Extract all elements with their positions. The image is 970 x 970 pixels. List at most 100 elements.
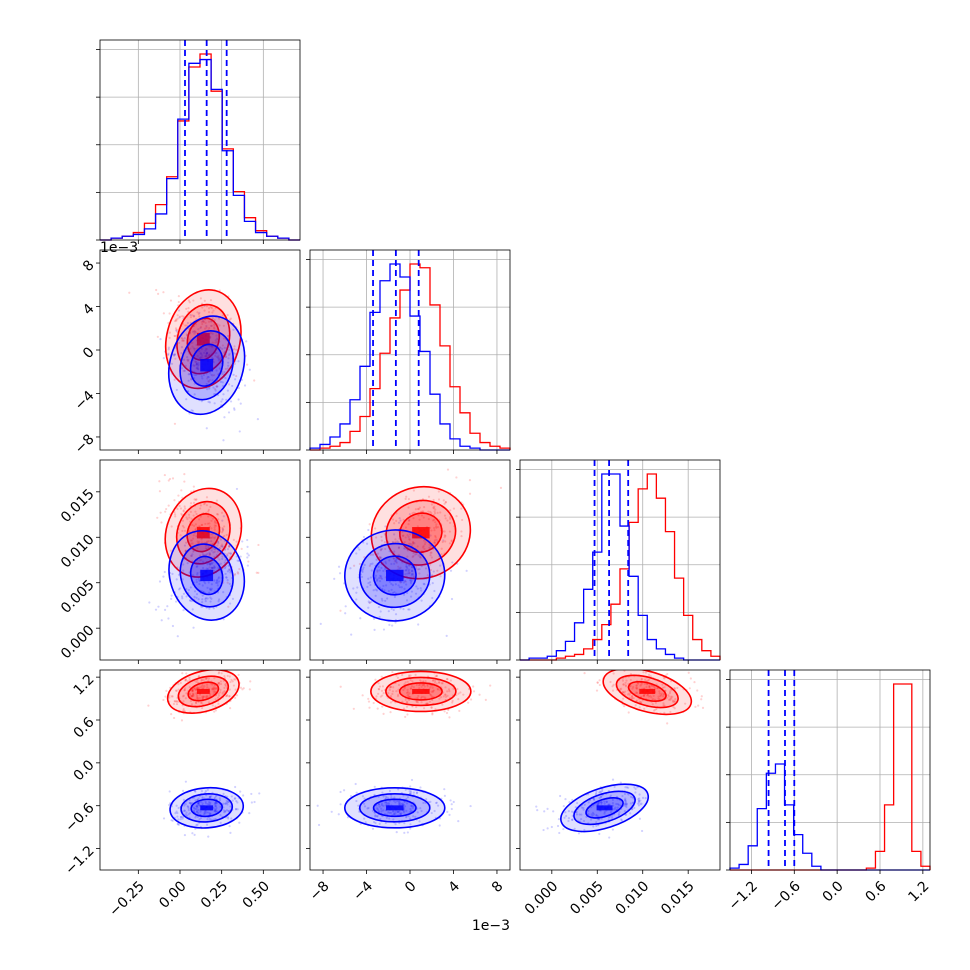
- scatter-point: [200, 679, 203, 682]
- scatter-point: [177, 688, 180, 691]
- scatter-point: [642, 694, 645, 697]
- scatter-point: [217, 682, 221, 685]
- scatter-point: [455, 476, 458, 479]
- scatter-point: [405, 802, 409, 805]
- scatter-point: [663, 704, 666, 707]
- scatter-point: [460, 535, 463, 538]
- scatter-point: [173, 353, 176, 356]
- scatter-point: [211, 533, 214, 536]
- scatter-point: [416, 545, 419, 548]
- scatter-point: [234, 678, 237, 681]
- scatter-point: [202, 320, 205, 323]
- scatter-point: [209, 600, 212, 603]
- scatter-point: [543, 810, 546, 813]
- scatter-point: [398, 810, 401, 813]
- scatter-point: [384, 795, 388, 798]
- scatter-point: [195, 808, 198, 811]
- scatter-point: [449, 569, 453, 572]
- scatter-point: [200, 400, 203, 403]
- scatter-point: [661, 683, 664, 686]
- scatter-point: [194, 498, 197, 501]
- scatter-point: [390, 607, 393, 610]
- scatter-point: [407, 568, 411, 571]
- scatter-point: [598, 818, 601, 821]
- scatter-point: [447, 688, 451, 691]
- scatter-point: [431, 686, 434, 689]
- scatter-point: [196, 540, 199, 543]
- scatter-point: [644, 796, 647, 800]
- scatter-point: [227, 564, 230, 567]
- scatter-point: [409, 687, 413, 690]
- scatter-point: [177, 818, 180, 821]
- scatter-point: [213, 566, 216, 569]
- scatter-point: [205, 567, 208, 570]
- scatter-point: [168, 803, 171, 807]
- scatter-point: [171, 819, 174, 822]
- scatter-point: [397, 553, 400, 556]
- scatter-point: [363, 556, 366, 559]
- scatter-point: [189, 347, 192, 350]
- scatter-point: [160, 521, 163, 524]
- scatter-point: [369, 583, 372, 587]
- scatter-point: [646, 679, 649, 682]
- scatter-point: [200, 320, 203, 324]
- scatter-point: [636, 686, 639, 690]
- scatter-point: [205, 504, 208, 507]
- scatter-point: [176, 317, 179, 320]
- scatter-point: [214, 698, 217, 701]
- scatter-point: [651, 684, 654, 687]
- scatter-point: [215, 385, 218, 388]
- scatter-point: [216, 696, 220, 699]
- scatter-point: [367, 806, 370, 810]
- scatter-point: [567, 817, 571, 820]
- scatter-point: [651, 697, 655, 701]
- scatter-point: [600, 795, 603, 798]
- scatter-point: [449, 509, 452, 512]
- scatter-point: [426, 574, 429, 577]
- scatter-point: [176, 815, 179, 818]
- scatter-point: [592, 797, 596, 801]
- scatter-point: [195, 580, 198, 584]
- scatter-point: [420, 701, 423, 704]
- scatter-point: [400, 580, 403, 584]
- scatter-point: [187, 809, 190, 812]
- scatter-point: [419, 587, 422, 590]
- scatter-point: [378, 556, 381, 559]
- scatter-point: [388, 688, 391, 691]
- scatter-point: [218, 367, 221, 370]
- scatter-point: [192, 364, 195, 367]
- scatter-point: [199, 515, 202, 518]
- scatter-point: [412, 791, 415, 794]
- scatter-point: [451, 699, 454, 702]
- scatter-point: [380, 575, 383, 578]
- scatter-point: [206, 563, 209, 566]
- scatter-point: [200, 348, 203, 351]
- scatter-point: [377, 682, 380, 685]
- scatter-point: [361, 570, 364, 573]
- scatter-point: [444, 686, 447, 689]
- scatter-point: [411, 570, 414, 573]
- scatter-point: [407, 695, 410, 698]
- scatter-point: [640, 677, 643, 680]
- scatter-point: [408, 790, 411, 793]
- scatter-point: [192, 550, 195, 553]
- scatter-point: [595, 792, 598, 795]
- scatter-point: [407, 570, 410, 573]
- scatter-point: [239, 555, 242, 558]
- scatter-point: [195, 512, 198, 516]
- scatter-point: [229, 707, 232, 710]
- scatter-point: [182, 526, 186, 529]
- scatter-point: [339, 685, 342, 688]
- scatter-point: [225, 695, 228, 698]
- scatter-point: [412, 685, 415, 689]
- scatter-point: [196, 571, 199, 575]
- scatter-point: [444, 540, 447, 543]
- scatter-point: [228, 383, 231, 386]
- scatter-point: [187, 805, 190, 808]
- scatter-point: [429, 686, 432, 689]
- scatter-point: [175, 319, 178, 322]
- scatter-point: [189, 502, 193, 505]
- scatter-point: [219, 380, 223, 383]
- scatter-point: [226, 367, 229, 370]
- histogram-blue-series: [520, 473, 720, 661]
